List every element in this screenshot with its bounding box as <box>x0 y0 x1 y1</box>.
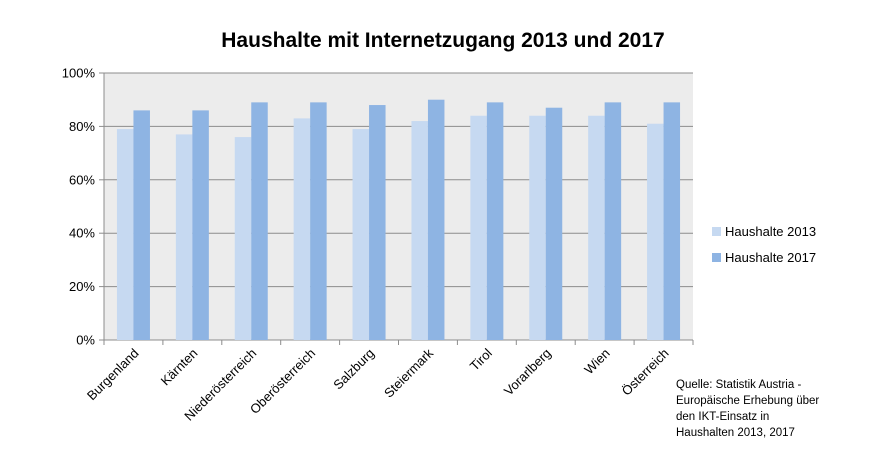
bar-2013 <box>470 115 487 340</box>
legend-swatch <box>712 253 721 262</box>
bar-2013 <box>175 134 193 340</box>
bar-2017 <box>192 110 209 340</box>
y-tick-label: 40% <box>69 226 95 241</box>
bar-2013 <box>234 137 252 340</box>
x-tick-label: Österreich <box>619 346 672 399</box>
bar-2013 <box>588 115 605 340</box>
x-tick-label: Kärnten <box>158 346 201 389</box>
chart-title: Haushalte mit Internetzugang 2013 und 20… <box>221 29 664 52</box>
bar-2013 <box>352 129 370 340</box>
bar-2017 <box>427 99 445 340</box>
legend-label: Haushalte 2017 <box>725 250 816 265</box>
y-tick-label: 80% <box>69 119 95 134</box>
x-tick-label: Tirol <box>467 345 495 373</box>
y-tick-label: 20% <box>69 279 95 294</box>
y-tick-label: 100% <box>62 66 96 81</box>
bar-2013 <box>529 115 546 340</box>
bar-2017 <box>663 102 681 341</box>
bar-2017 <box>545 107 563 341</box>
y-tick-label: 60% <box>69 172 95 187</box>
legend: Haushalte 2013 Haushalte 2017 <box>712 224 816 265</box>
y-tick-label: 0% <box>76 333 95 348</box>
x-tick-label: Vorarlberg <box>501 346 554 399</box>
x-tick-label: Steiermark <box>381 345 436 400</box>
x-tick-label: Burgenland <box>84 346 142 404</box>
bar-2013 <box>293 118 311 340</box>
source-note: Quelle: Statistik Austria - Europäische … <box>676 379 820 439</box>
bar-2013 <box>647 123 664 340</box>
bar-2013 <box>411 121 428 340</box>
bar-2017 <box>133 110 150 340</box>
bar-2017 <box>251 102 268 341</box>
bar-2017 <box>310 102 327 341</box>
legend-swatch <box>712 227 721 236</box>
legend-label: Haushalte 2013 <box>725 224 816 239</box>
x-tick-label: Wien <box>581 346 613 378</box>
bar-2013 <box>116 129 134 340</box>
bar-2017 <box>369 105 386 340</box>
bar-2017 <box>604 102 622 341</box>
bar-2017 <box>486 102 504 341</box>
plot-area: 0%20%40%60%80%100%Burgenland KärntenNiede… <box>62 66 694 424</box>
x-tick-label: Salzburg <box>330 346 377 393</box>
